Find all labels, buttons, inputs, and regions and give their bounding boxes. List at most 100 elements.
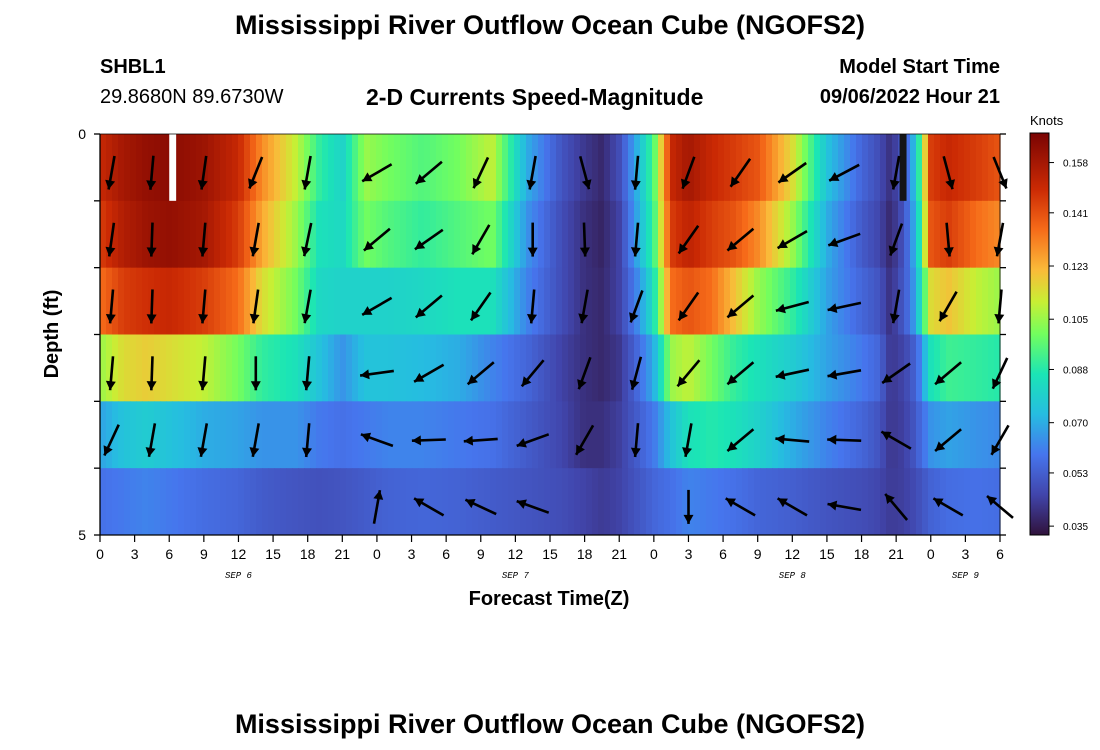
heat-cell — [448, 267, 455, 335]
heat-cell — [334, 401, 341, 469]
current-vector — [932, 497, 964, 517]
current-vector — [359, 369, 394, 380]
heat-cell — [580, 267, 587, 335]
heat-cell — [532, 267, 539, 335]
heat-cell — [994, 267, 1001, 335]
heat-cell — [382, 468, 389, 536]
heat-cell — [472, 334, 479, 402]
heat-cell — [598, 468, 605, 536]
heat-cell — [250, 134, 257, 202]
current-vector — [464, 498, 497, 516]
heat-cell — [184, 267, 191, 335]
current-vector — [360, 432, 394, 448]
heat-cell — [682, 334, 689, 402]
heat-cell — [412, 468, 419, 536]
x-tick-label: 15 — [265, 546, 281, 562]
heat-cell — [904, 334, 911, 402]
heat-cell — [784, 401, 791, 469]
heat-cell — [928, 401, 935, 469]
colorbar-tick-label: 0.070 — [1063, 419, 1088, 430]
heat-cell — [172, 468, 179, 536]
heat-cell — [664, 200, 671, 269]
heat-cell — [466, 401, 473, 469]
heat-cell — [118, 267, 125, 335]
heat-cell — [820, 200, 827, 269]
heat-cell — [280, 200, 287, 269]
heat-cell — [862, 200, 869, 269]
heat-cell — [388, 468, 395, 536]
x-tick-label: 0 — [927, 546, 935, 562]
heat-cell — [352, 267, 359, 335]
heat-cell — [826, 267, 833, 335]
heat-cell — [982, 134, 989, 202]
heat-cell — [316, 468, 323, 536]
current-vector — [934, 361, 962, 386]
x-tick-label: 18 — [577, 546, 593, 562]
heat-cell — [850, 267, 857, 335]
heat-cell — [784, 134, 791, 202]
heat-cell — [382, 200, 389, 269]
heat-cell — [958, 468, 965, 536]
current-vector — [574, 424, 595, 456]
heat-cell — [604, 401, 611, 469]
heat-cell — [994, 200, 1001, 269]
heat-cell — [760, 267, 767, 335]
vector-arrowhead — [360, 369, 370, 380]
x-tick-label: 15 — [819, 546, 835, 562]
heat-cell — [388, 334, 395, 402]
heat-cell — [346, 334, 353, 402]
heat-cell — [748, 334, 755, 402]
heat-cell — [412, 267, 419, 335]
heat-cell — [118, 200, 125, 269]
x-tick-label: 0 — [650, 546, 658, 562]
heat-cell — [544, 334, 551, 402]
heat-cell — [520, 334, 527, 402]
heat-cell — [946, 267, 953, 335]
colorbar-tick-label: 0.141 — [1063, 209, 1088, 220]
heat-cell — [454, 401, 461, 469]
heat-cell — [160, 267, 167, 335]
heat-cell — [616, 267, 623, 335]
heat-cell — [328, 334, 335, 402]
current-vector — [463, 435, 498, 446]
current-vector — [579, 222, 590, 257]
heat-cell — [982, 267, 989, 335]
heat-cell — [196, 468, 203, 536]
current-vector — [827, 500, 862, 512]
heat-cell — [352, 334, 359, 402]
heat-cell — [148, 401, 155, 469]
heat-cell — [400, 401, 407, 469]
colorbar-tick-label: 0.158 — [1063, 159, 1088, 170]
heat-cell — [838, 334, 845, 402]
heat-cell — [436, 200, 443, 269]
heat-cell — [964, 401, 971, 469]
heat-cell — [202, 468, 209, 536]
y-axis-label: Depth (ft) — [41, 290, 63, 379]
vector-arrowhead — [415, 174, 426, 184]
heat-cell — [886, 334, 893, 402]
heat-cell — [862, 401, 869, 469]
heat-cell — [838, 401, 845, 469]
heat-cell — [220, 267, 227, 335]
heat-cell — [172, 200, 179, 269]
heat-cell — [154, 468, 161, 536]
heat-cell — [448, 134, 455, 202]
heat-cell — [508, 334, 515, 402]
vector-arrowhead — [991, 444, 1001, 455]
heat-cell — [172, 334, 179, 402]
heat-cell — [280, 267, 287, 335]
vector-arrowhead — [827, 434, 837, 445]
heat-cell — [700, 200, 707, 269]
heat-cell — [754, 401, 761, 469]
heat-cell — [610, 200, 617, 269]
heat-cell — [232, 267, 239, 335]
heat-cell — [862, 267, 869, 335]
heat-cell — [292, 134, 299, 202]
heat-cell — [676, 267, 683, 335]
heat-cell — [586, 468, 593, 536]
heat-cell — [946, 401, 953, 469]
vector-arrowhead — [630, 447, 641, 457]
heat-cell — [478, 267, 485, 335]
heat-cell — [586, 401, 593, 469]
heat-cell — [352, 401, 359, 469]
